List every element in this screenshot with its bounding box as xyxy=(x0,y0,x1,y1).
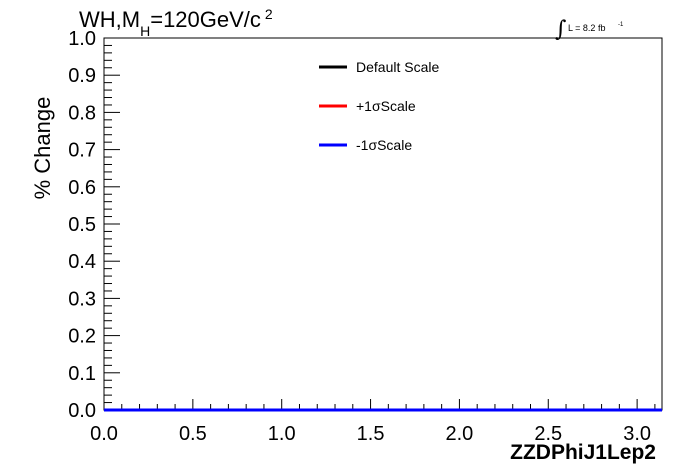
y-tick-label: 0.0 xyxy=(68,400,96,422)
x-tick-label: 2.5 xyxy=(534,423,562,445)
y-tick-label: 0.7 xyxy=(68,140,96,162)
legend: Default Scale +1σScale -1σScale xyxy=(319,59,439,153)
y-tick-label: 0.8 xyxy=(68,102,96,124)
legend-label: -1σScale xyxy=(356,137,412,153)
x-tick-label: 1.5 xyxy=(357,423,385,445)
integral-symbol: ∫ xyxy=(555,17,567,42)
x-tick-label: 1.0 xyxy=(268,423,296,445)
y-axis-ticks: 0.0 0.1 0.2 0.3 0.4 0.5 0.6 0.7 0.8 0.9 1.0 xyxy=(68,28,120,422)
y-tick-label: 0.5 xyxy=(68,214,96,236)
x-axis-ticks: 0.0 0.5 1.0 1.5 2.0 2.5 3.0 xyxy=(90,399,656,445)
luminosity-label: ∫ L = 8.2 fb -1 xyxy=(555,17,624,42)
x-tick-label: 0.0 xyxy=(90,423,118,445)
y-tick-label: 1.0 xyxy=(68,28,96,50)
luminosity-text: L = 8.2 fb xyxy=(568,23,605,33)
title-main: WH,M xyxy=(79,7,140,32)
x-tick-label: 2.0 xyxy=(446,423,474,445)
y-tick-label: 0.1 xyxy=(68,363,96,385)
luminosity-unit-exponent: -1 xyxy=(618,22,624,28)
x-axis-title: ZZDPhiJ1Lep2 xyxy=(510,441,656,464)
y-tick-label: 0.3 xyxy=(68,288,96,310)
y-tick-label: 0.2 xyxy=(68,326,96,348)
plot-frame xyxy=(103,37,663,411)
x-tick-label: 3.0 xyxy=(623,423,651,445)
y-tick-label: 0.4 xyxy=(68,251,96,273)
title-rest: =120GeV/c xyxy=(150,7,261,32)
legend-label: Default Scale xyxy=(356,59,439,75)
chart-title: WH,MH=120GeV/c 2 xyxy=(79,6,273,39)
y-axis-title: % Change xyxy=(30,97,55,200)
x-tick-label: 0.5 xyxy=(179,423,207,445)
svg-text:WH,MH=120GeV/c2: WH,MH=120GeV/c 2 xyxy=(79,6,273,39)
title-subscript: H xyxy=(140,23,150,39)
y-tick-label: 0.9 xyxy=(68,65,96,87)
title-superscript: 2 xyxy=(265,6,273,22)
legend-label: +1σScale xyxy=(356,98,416,114)
y-tick-label: 0.6 xyxy=(68,177,96,199)
